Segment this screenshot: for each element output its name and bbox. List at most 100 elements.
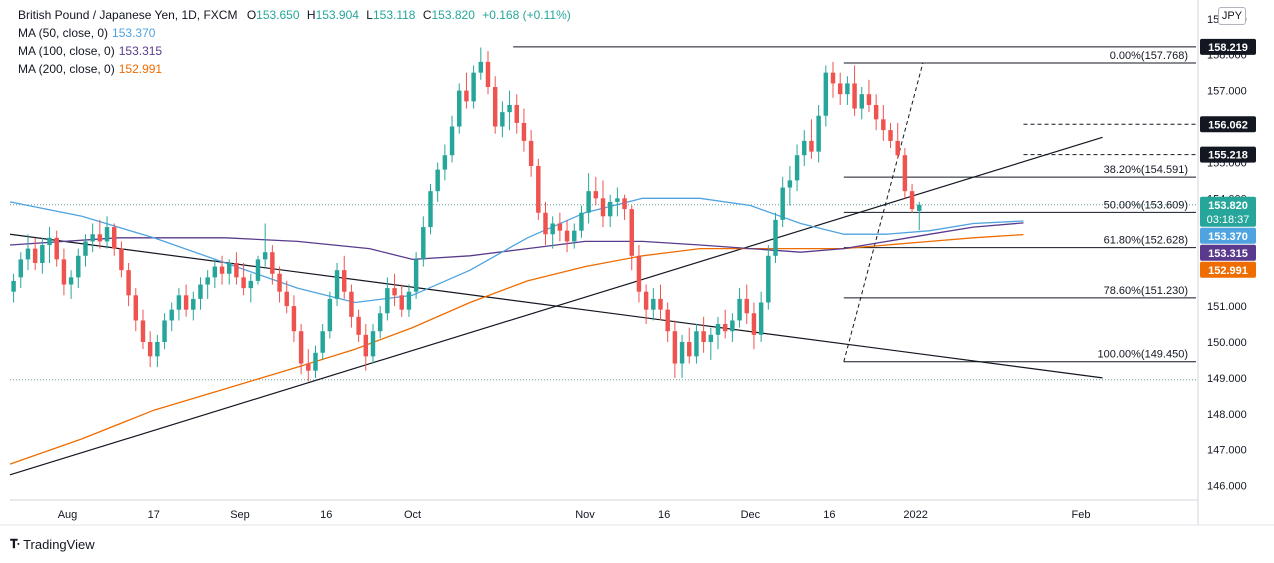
candle-body	[600, 198, 606, 217]
candle-down	[234, 252, 239, 285]
y-tick-label: 146.000	[1207, 481, 1247, 493]
x-tick-label: Aug	[58, 509, 78, 521]
candle-down	[298, 324, 304, 375]
candle-up	[320, 324, 325, 360]
candle-up	[255, 255, 261, 285]
high-value: 153.904	[315, 8, 359, 22]
candle-down	[751, 302, 757, 350]
candle-body	[227, 262, 232, 274]
price-label-text: 153.370	[1208, 231, 1248, 243]
price-label: 152.991	[1200, 261, 1256, 278]
candle-down	[363, 324, 369, 371]
candle-down	[291, 295, 297, 342]
candle-up	[730, 313, 735, 342]
candle-body	[413, 259, 419, 292]
candle-up	[377, 306, 383, 339]
candle-body	[866, 94, 872, 105]
candle-body	[421, 227, 426, 260]
candle-body	[679, 341, 685, 364]
ma100-value: 153.315	[118, 44, 163, 58]
price-label-box	[1200, 116, 1256, 133]
candle-down	[643, 284, 649, 325]
candle-up	[607, 194, 613, 228]
price-label-text: 156.062	[1208, 119, 1248, 131]
candle-body	[917, 204, 922, 211]
x-tick-label: 2022	[903, 509, 927, 521]
candle-body	[428, 191, 433, 228]
candle-down	[830, 61, 836, 98]
candle-body	[478, 61, 484, 73]
candle-body	[514, 104, 519, 123]
candle-up	[679, 334, 685, 378]
candle-body	[557, 223, 563, 231]
candle-body	[219, 266, 225, 274]
candle-down	[392, 273, 397, 307]
candle-up	[794, 144, 800, 192]
candle-up	[313, 345, 318, 378]
price-label-box	[1200, 196, 1256, 227]
price-label: 155.218	[1200, 146, 1256, 163]
candle-body	[873, 104, 879, 120]
candle-down	[356, 309, 361, 342]
candle-body	[11, 280, 16, 292]
candle-body	[895, 140, 900, 156]
ma100-legend[interactable]: MA (100, close, 0) 153.315	[18, 42, 571, 60]
candle-body	[248, 280, 254, 289]
currency-selector[interactable]: JPY	[1218, 7, 1246, 25]
ma100-label: MA (100, close, 0)	[18, 44, 115, 58]
candle-body	[277, 273, 282, 292]
candle-body	[564, 230, 570, 242]
ma200-label: MA (200, close, 0)	[18, 62, 115, 76]
candle-body	[126, 270, 131, 296]
candle-body	[737, 298, 742, 321]
candle-body	[888, 130, 893, 141]
candle-down	[622, 194, 627, 220]
candle-body	[629, 209, 634, 256]
candle-body	[284, 291, 289, 307]
candle-body	[708, 334, 714, 342]
candle-body	[198, 284, 203, 299]
candle-body	[356, 316, 361, 335]
candle-body	[140, 320, 146, 342]
fib-level-label: 0.00%(157.768)	[1110, 50, 1188, 62]
ma50-label: MA (50, close, 0)	[18, 26, 109, 40]
candle-down	[866, 79, 872, 113]
y-tick-label: 150.000	[1207, 337, 1247, 349]
candle-body	[25, 248, 31, 260]
candle-up	[780, 176, 785, 228]
candle-up	[212, 259, 218, 289]
candle-down	[342, 255, 347, 299]
ma50-legend[interactable]: MA (50, close, 0) 153.370	[18, 24, 571, 42]
candle-body	[837, 83, 843, 95]
tradingview-brand[interactable]: 𝐓∙ TradingView	[10, 537, 95, 552]
candle-down	[809, 119, 814, 159]
symbol-title: British Pound / Japanese Yen, 1D, FXCM	[18, 8, 238, 22]
candle-body	[773, 219, 778, 256]
candle-down	[852, 65, 857, 116]
candle-up	[428, 183, 433, 235]
candle-body	[449, 126, 455, 156]
candle-up	[90, 223, 95, 253]
ma50-line	[9, 197, 1024, 304]
candle-down	[32, 237, 38, 271]
candle-body	[672, 331, 678, 364]
candle-up	[449, 115, 455, 163]
candle-body	[687, 341, 692, 357]
candle-body	[68, 277, 74, 285]
candle-up	[18, 252, 24, 289]
fib-connector-line	[843, 62, 924, 362]
candle-up	[83, 234, 88, 267]
candle-down	[270, 245, 275, 285]
candle-down	[485, 51, 491, 95]
candle-up	[155, 334, 160, 368]
candle-up	[708, 327, 714, 360]
candle-down	[492, 76, 498, 134]
candle-body	[32, 248, 38, 263]
candle-body	[406, 291, 412, 310]
candle-body	[457, 90, 462, 127]
candle-up	[68, 270, 74, 299]
candle-body	[385, 288, 390, 314]
ma200-legend[interactable]: MA (200, close, 0) 152.991	[18, 60, 571, 78]
x-tick-label: Oct	[404, 509, 421, 521]
